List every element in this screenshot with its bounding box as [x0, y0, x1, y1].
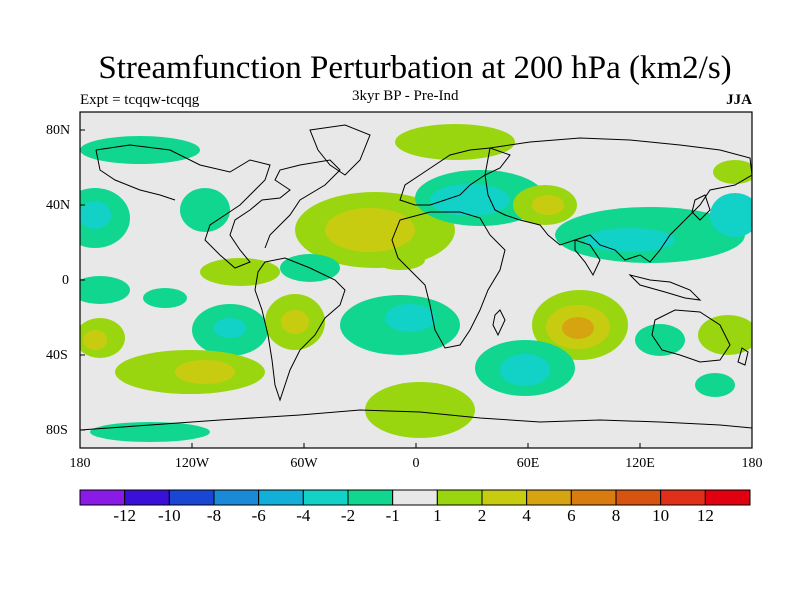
colorbar-label: 10	[652, 506, 670, 525]
lon-label: 120W	[174, 456, 210, 471]
colorbar-label: -1	[385, 506, 400, 525]
lon-label: 0	[412, 456, 420, 471]
colorbar-label: -2	[340, 506, 356, 525]
lon-label: 180	[69, 456, 91, 471]
lat-label: 40S	[46, 348, 68, 363]
colorbar-label: -12	[113, 506, 136, 525]
colorbar-swatch	[79, 489, 126, 506]
coastlines	[80, 124, 752, 431]
season-label: JJA	[726, 92, 752, 108]
colorbar-label: 1	[433, 506, 442, 525]
colorbar-swatch	[704, 489, 751, 506]
colorbar-swatch	[526, 489, 572, 506]
lat-label: 0	[62, 273, 69, 288]
colorbar-swatch	[570, 489, 617, 506]
map-title: Streamfunction Perturbation at 200 hPa (…	[98, 50, 732, 86]
colorbar-label: -6	[251, 506, 266, 525]
lat-label: 80S	[46, 423, 68, 438]
colorbar-label: 8	[611, 506, 621, 525]
colorbar-swatch	[481, 489, 528, 506]
lat-label: 40N	[46, 198, 71, 213]
axis-ticks	[79, 129, 753, 448]
colorbar-swatch	[615, 489, 662, 506]
colorbar-swatch	[347, 489, 394, 506]
lon-label: 180	[741, 456, 763, 471]
colorbar-swatch	[168, 489, 215, 506]
lon-label: 60W	[290, 456, 318, 471]
colorbar-label: -4	[296, 506, 311, 525]
colorbar-swatch	[213, 489, 260, 506]
lat-label: 80N	[46, 123, 71, 138]
colorbar	[79, 489, 751, 506]
colorbar-label: 2	[477, 506, 487, 525]
colorbar-label: 12	[696, 506, 714, 525]
colorbar-swatch	[258, 489, 304, 506]
colorbar-swatch	[392, 489, 438, 506]
colorbar-label: 6	[567, 506, 576, 525]
lon-label: 120E	[625, 456, 655, 471]
experiment-label: Expt = tcqqw-tcqqg	[80, 92, 200, 108]
period-subtitle: 3kyr BP - Pre-Ind	[352, 88, 459, 104]
colorbar-swatch	[436, 489, 483, 506]
colorbar-swatch	[124, 489, 170, 506]
lon-label: 60E	[516, 456, 540, 471]
colorbar-swatch	[302, 489, 349, 506]
colorbar-label: -10	[157, 506, 181, 525]
colorbar-label: 4	[522, 506, 531, 525]
colorbar-swatch	[660, 489, 706, 506]
colorbar-label: -8	[206, 506, 222, 525]
